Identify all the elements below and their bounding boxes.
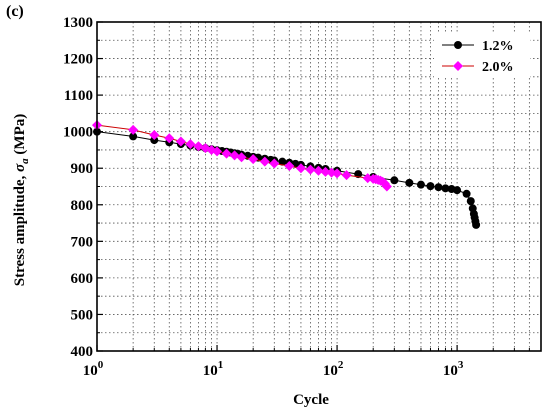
data-point [284, 161, 295, 172]
x-tick-label-exponent: 2 [338, 359, 344, 371]
data-point [405, 178, 414, 187]
data-point [236, 152, 247, 163]
y-axis-title-subscript: a [19, 158, 31, 164]
legend-marker-2 [453, 61, 463, 71]
data-point [341, 170, 352, 181]
data-point [305, 164, 316, 175]
data-point [390, 176, 399, 185]
data-point [441, 184, 450, 193]
x-tick-label-base: 10 [203, 363, 218, 379]
legend-label-2: 2.0% [482, 60, 514, 75]
y-axis-title: Stress amplitude, σa (MPa) [12, 114, 31, 286]
x-tick-label: 100 [83, 359, 104, 379]
data-point [466, 197, 475, 206]
y-tick-label: 700 [71, 234, 94, 250]
data-point [434, 183, 443, 192]
x-tick-label: 101 [203, 359, 224, 379]
data-point [185, 139, 196, 150]
data-point [453, 186, 462, 195]
x-tick-label-base: 10 [83, 363, 98, 379]
y-axis-title-prefix: Stress amplitude, [12, 172, 28, 286]
panel-label: (c) [6, 3, 24, 20]
y-axis-title-symbol: σ [12, 163, 28, 172]
legend-label-1: 1.2% [482, 39, 514, 54]
y-tick-label: 900 [71, 161, 94, 177]
y-tick-label: 500 [71, 307, 94, 323]
y-tick-label: 1000 [63, 125, 93, 141]
data-point [472, 220, 481, 229]
data-series [92, 120, 481, 229]
legend-box [434, 32, 530, 78]
data-point [381, 181, 392, 192]
y-tick-label: 800 [71, 198, 94, 214]
data-point [462, 189, 471, 198]
data-point [416, 180, 425, 189]
y-tick-label: 1100 [64, 88, 93, 104]
data-point [295, 163, 306, 174]
series-2 [92, 120, 392, 192]
data-point [164, 133, 175, 144]
data-point [212, 146, 223, 157]
data-point [269, 158, 280, 169]
data-point [426, 182, 435, 191]
x-tick-label-base: 10 [443, 363, 458, 379]
data-point [320, 166, 331, 177]
data-point [150, 136, 159, 145]
legend-marker-1 [454, 41, 462, 49]
y-tick-label: 600 [71, 271, 94, 287]
data-point [259, 156, 270, 167]
x-tick-label-exponent: 0 [98, 359, 104, 371]
data-point [129, 132, 138, 141]
data-point [332, 168, 343, 179]
data-point [149, 129, 160, 140]
x-tick-label-exponent: 1 [218, 359, 224, 371]
data-point [248, 154, 259, 165]
data-point [313, 165, 324, 176]
x-tick-label-exponent: 3 [458, 359, 464, 371]
data-point [221, 148, 232, 159]
series-1 [93, 127, 481, 229]
data-point [229, 150, 240, 161]
y-tick-label: 1300 [63, 15, 93, 31]
data-point [193, 141, 204, 152]
legend: 1.2% 2.0% [434, 32, 530, 78]
x-axis-title: Cycle [293, 392, 329, 408]
x-tick-label: 102 [323, 359, 344, 379]
data-point [128, 124, 139, 135]
y-tick-label: 1200 [63, 52, 93, 68]
data-point [278, 157, 287, 166]
data-point [175, 136, 186, 147]
y-axis-title-suffix: (MPa) [12, 114, 28, 159]
x-tick-label-base: 10 [323, 363, 338, 379]
series-line [96, 131, 477, 225]
plot-frame [96, 21, 542, 352]
x-tick-label: 103 [443, 359, 464, 379]
y-tick-label: 400 [71, 344, 94, 360]
